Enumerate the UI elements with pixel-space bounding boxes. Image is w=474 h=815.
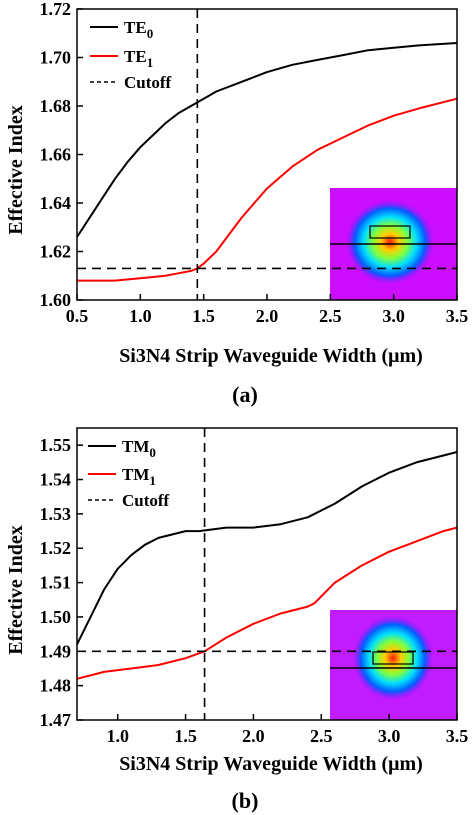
legend-label-te0: TE0 [124,18,153,41]
x-tick-label-b: 2.5 [310,726,333,746]
y-tick-label-a: 1.64 [40,193,72,213]
legend-a: TE0 TE1 Cutoff [90,18,172,92]
y-tick-label-b: 1.48 [40,676,72,696]
y-tick-label-a: 1.66 [40,145,72,165]
y-tick-label-b: 1.50 [40,607,72,627]
x-tick-label-b: 2.0 [242,726,265,746]
series-line-a-1 [77,97,458,282]
legend-label-tm1: TM1 [122,465,156,488]
x-tick-label-b: 3.0 [378,726,401,746]
y-tick-label-b: 1.53 [40,504,72,524]
y-tick-label-b: 1.51 [40,573,72,593]
y-tick-label-a: 1.62 [40,242,72,262]
panel-b: 1.0 1.5 2.0 2.5 3.0 3.5 1.47 1.48 1.49 1.50 1.51 1.… [5,427,469,813]
plot-frame-b [76,427,458,721]
x-tick-label-b: 1.0 [106,726,129,746]
y-tick-label-a: 1.72 [40,0,72,19]
x-axis-label-b: Si3N4 Strip Waveguide Width (μm) [119,753,423,775]
y-tick-label-a: 1.70 [40,48,72,68]
x-axis-label-a: Si3N4 Strip Waveguide Width (μm) [119,345,423,367]
legend-label-cutoff-a: Cutoff [124,73,172,92]
x-tick-label-a: 3.0 [382,306,405,326]
series-line-a-0 [76,42,458,238]
x-tick-label-a: 1.5 [192,306,215,326]
y-tick-label-b: 1.54 [40,470,72,490]
x-tick-label-b: 1.5 [174,726,197,746]
series-line-b-1 [76,526,458,680]
legend-b: TM0 TM1 Cutoff [88,437,170,510]
y-tick-label-a: 1.68 [40,96,72,116]
y-tick-label-b: 1.49 [40,641,72,661]
y-axis-label-b: Effective Index [5,525,27,654]
legend-label-tm0: TM0 [122,437,156,460]
y-tick-label-b: 1.55 [40,435,72,455]
y-tick-label-a: 1.60 [40,290,72,310]
caption-a: (a) [232,382,258,407]
x-tick-label-a: 2.5 [319,306,342,326]
mode-profile-inset-b [330,610,457,720]
x-tick-label-a: 0.5 [66,306,89,326]
y-axis-label-a: Effective Index [5,105,27,234]
mode-profile-inset-a [330,188,457,300]
x-tick-label-a: 2.0 [256,306,279,326]
y-tick-label-b: 1.52 [40,538,72,558]
legend-label-te1: TE1 [124,47,153,70]
x-tick-label-a: 3.5 [446,306,469,326]
x-tick-label-a: 1.0 [129,306,152,326]
panel-a: 0.5 1.0 1.5 2.0 2.5 3.0 3.5 1.60 1.62 1.64 1.66 1.6… [5,0,468,407]
x-tick-label-b: 3.5 [446,726,469,746]
legend-label-cutoff-b: Cutoff [122,491,170,510]
y-tick-label-b: 1.47 [40,710,72,730]
caption-b: (b) [232,788,259,813]
series-line-b-0 [76,451,458,645]
